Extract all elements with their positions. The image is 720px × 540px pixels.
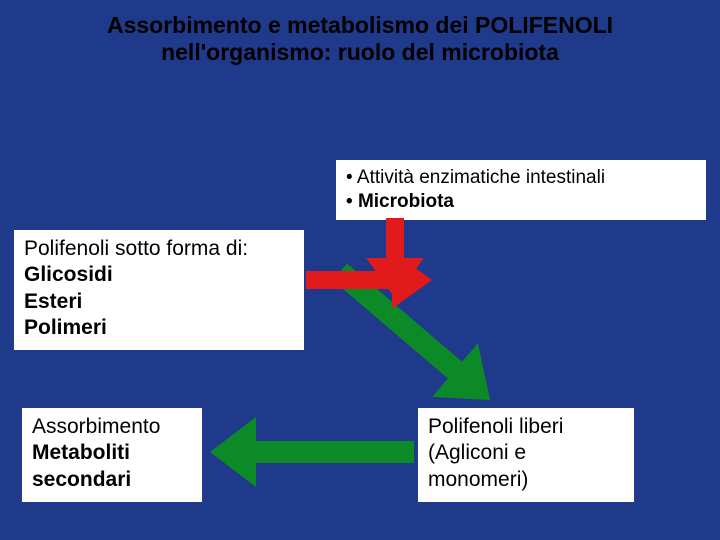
arrow-green-left xyxy=(0,0,720,540)
slide-stage: Assorbimento e metabolismo dei POLIFENOL… xyxy=(0,0,720,540)
